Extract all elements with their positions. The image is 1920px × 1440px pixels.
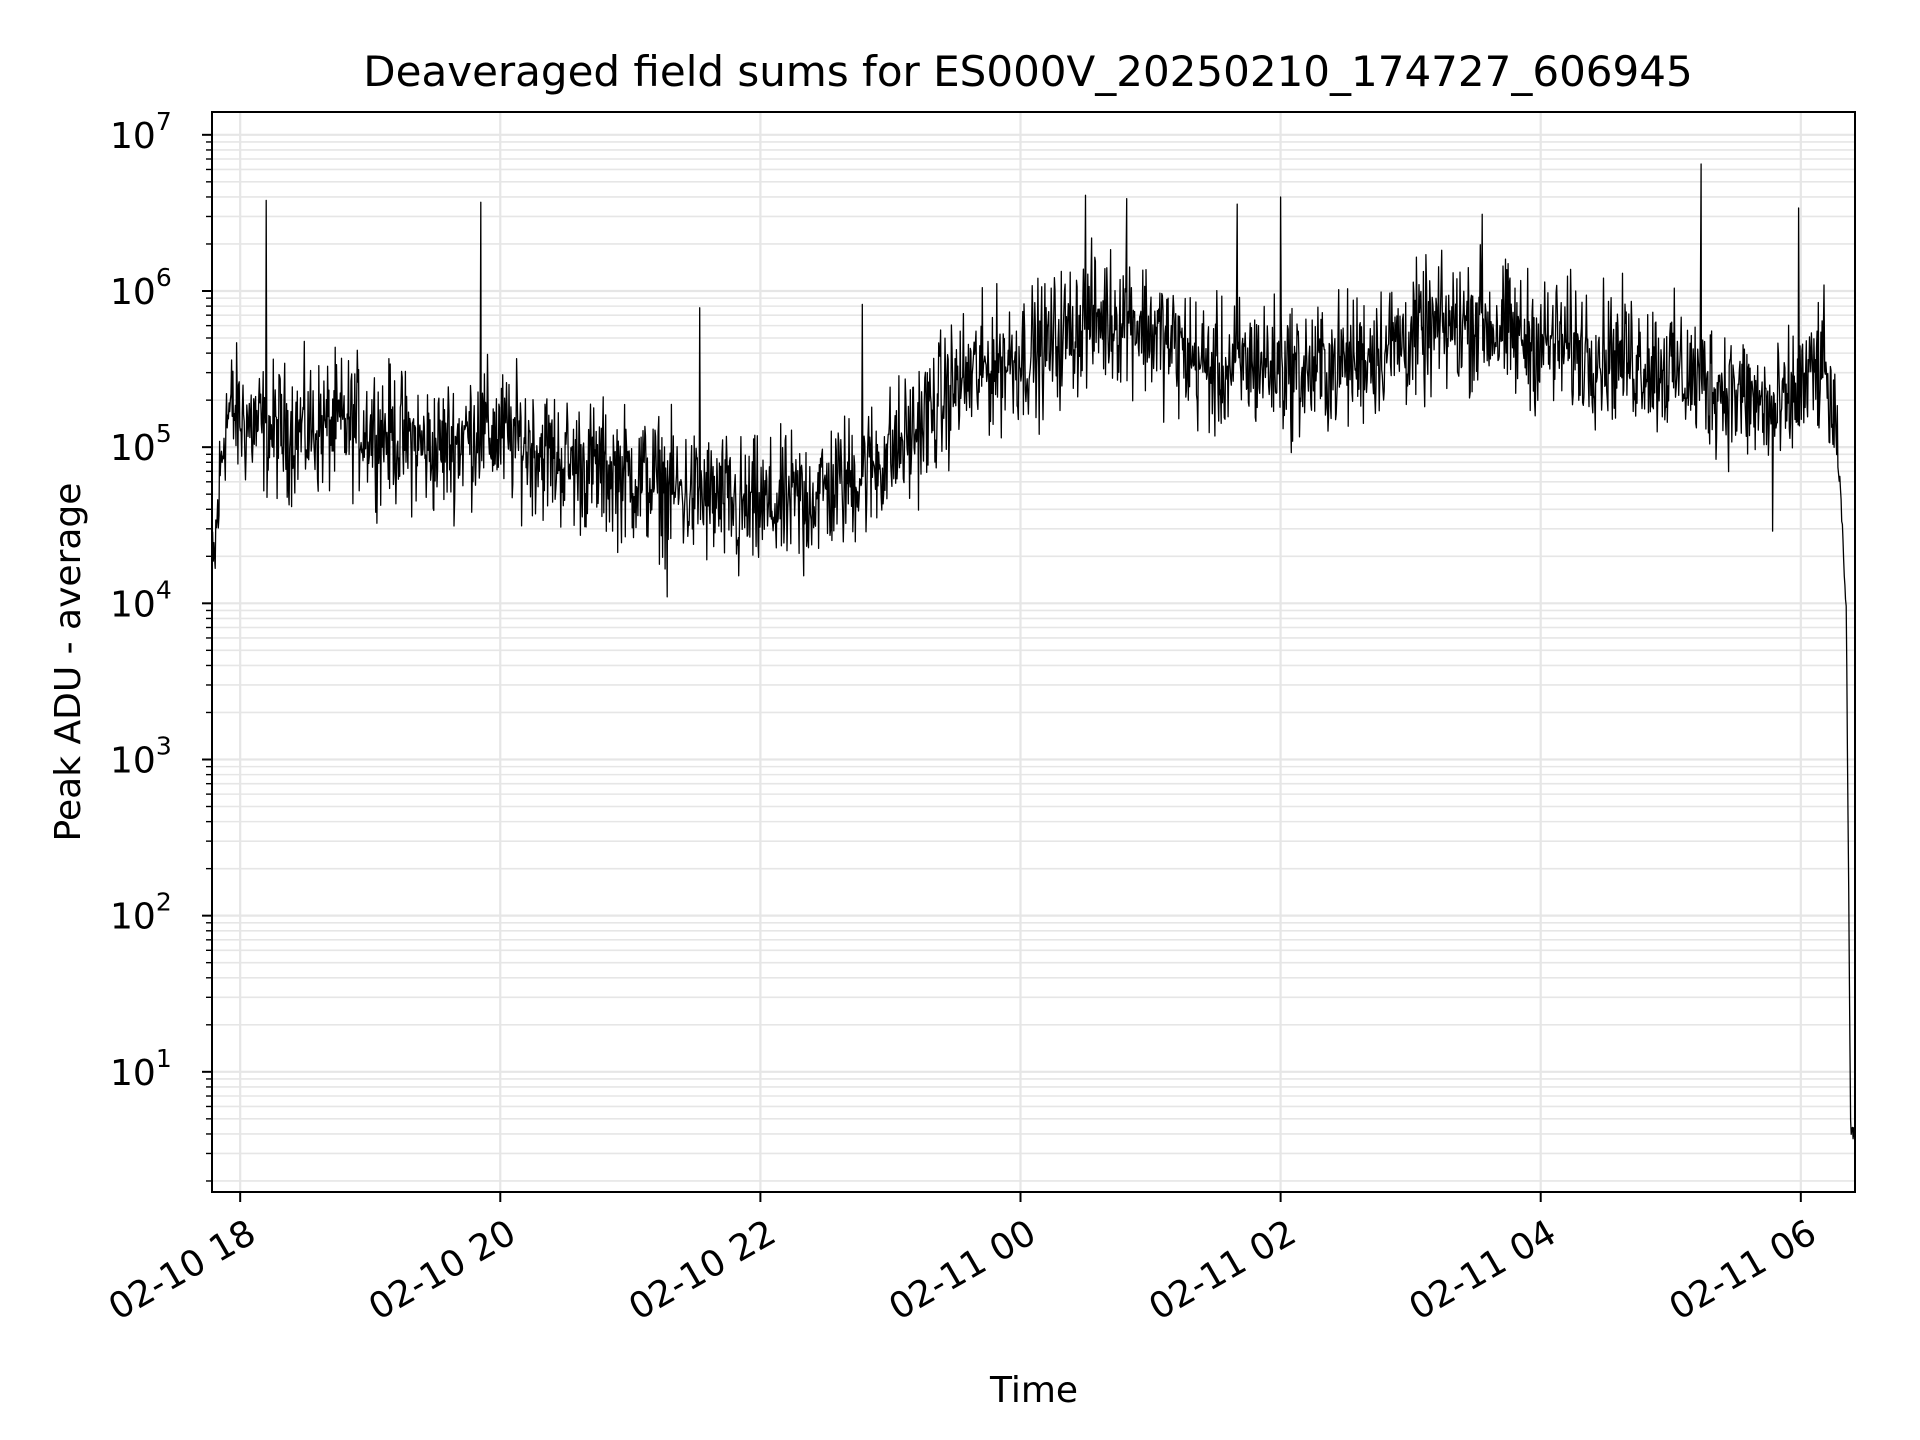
chart-title: Deaveraged field sums for ES000V_2025021… <box>363 47 1692 96</box>
series-layer <box>211 163 1856 1140</box>
y-tick-label: 107 <box>110 107 172 157</box>
y-tick-label: 102 <box>110 888 172 938</box>
y-axis-label: Peak ADU - average <box>48 483 89 842</box>
y-axis: 101 102 103 104 105 106 107 <box>110 107 212 1182</box>
y-tick-label: 106 <box>110 263 172 313</box>
series-line <box>211 163 1856 1140</box>
x-axis-label: Time <box>989 1370 1078 1411</box>
y-tick-label: 101 <box>110 1044 172 1094</box>
y-tick-label: 104 <box>110 575 172 625</box>
y-tick-label: 105 <box>110 419 172 469</box>
plot-frame <box>211 111 1856 1193</box>
y-tick-label: 103 <box>110 731 172 781</box>
